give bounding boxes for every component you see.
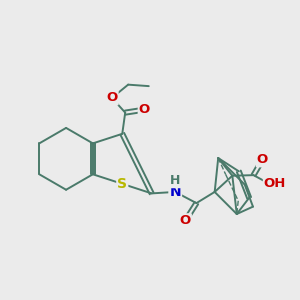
Text: OH: OH xyxy=(264,178,286,190)
Text: N: N xyxy=(169,185,181,199)
Text: O: O xyxy=(180,214,191,227)
Text: O: O xyxy=(257,153,268,166)
Text: S: S xyxy=(117,177,127,191)
Text: O: O xyxy=(139,103,150,116)
Text: O: O xyxy=(106,92,118,104)
Text: H: H xyxy=(170,174,180,187)
